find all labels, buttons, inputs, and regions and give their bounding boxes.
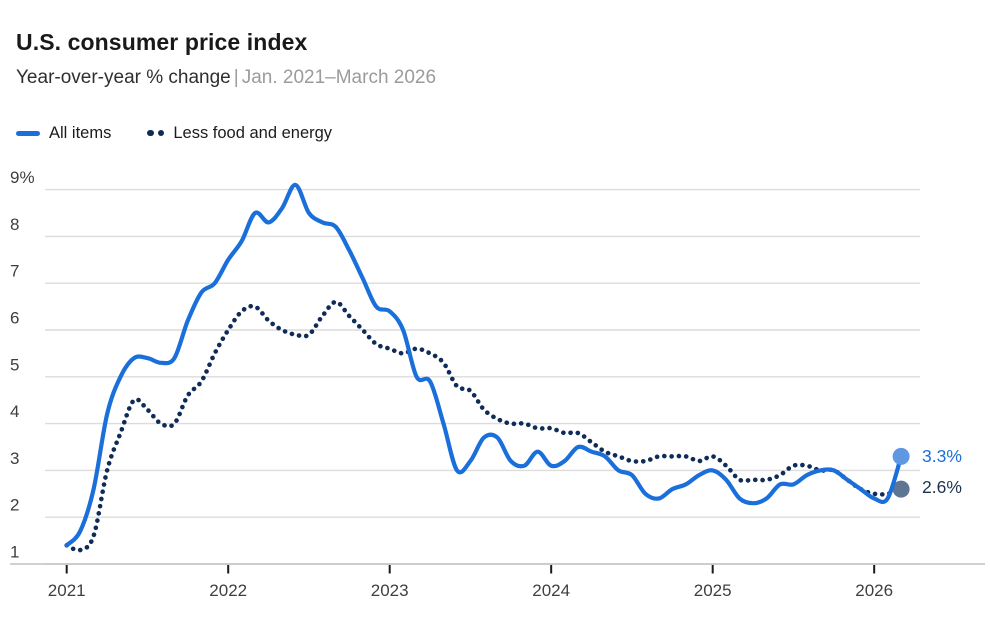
core-cpi-line bbox=[64, 299, 904, 553]
subtitle-date-range: Jan. 2021–March 2026 bbox=[241, 67, 437, 88]
y-axis-label: 1 bbox=[10, 543, 19, 562]
subtitle-measure: Year-over-year % change bbox=[16, 67, 231, 88]
page-title: U.S. consumer price index bbox=[16, 29, 308, 55]
legend-label-all-items: All items bbox=[49, 123, 112, 142]
chart-subtitle: Year-over-year % change | Jan. 2021–March … bbox=[16, 67, 436, 89]
legend-label-less-food-energy: Less food and energy bbox=[173, 123, 333, 142]
x-axis-label: 2025 bbox=[694, 581, 732, 600]
x-axis-label: 2024 bbox=[532, 581, 570, 600]
core-end-label: 2.6% bbox=[922, 477, 962, 497]
core-end-dot bbox=[892, 480, 910, 498]
legend-item-less-food-energy: Less food and energy bbox=[147, 124, 332, 143]
x-axis-label: 2021 bbox=[48, 581, 86, 600]
y-axis-label: 9% bbox=[10, 168, 35, 187]
y-axis-label: 3 bbox=[10, 449, 19, 468]
all-items-line bbox=[64, 182, 904, 548]
y-axis-label: 4 bbox=[10, 402, 19, 421]
solid-line-swatch-icon bbox=[16, 130, 40, 136]
y-axis-label: 8 bbox=[10, 215, 19, 234]
x-axis-label: 2022 bbox=[209, 581, 247, 600]
y-axis-label: 2 bbox=[10, 496, 19, 515]
x-axis-label: 2026 bbox=[855, 581, 893, 600]
y-axis-label: 6 bbox=[10, 309, 19, 328]
y-axis-label: 7 bbox=[10, 262, 19, 281]
chart-legend: All items Less food and energy bbox=[16, 123, 332, 143]
y-axis-label: 5 bbox=[10, 355, 19, 374]
legend-item-all-items: All items bbox=[16, 124, 111, 143]
dotted-line-swatch-icon bbox=[147, 129, 165, 137]
all-items-end-label: 3.3% bbox=[922, 446, 962, 466]
subtitle-separator: | bbox=[233, 67, 239, 88]
x-axis-label: 2023 bbox=[371, 581, 409, 600]
all-items-end-dot bbox=[892, 447, 910, 465]
